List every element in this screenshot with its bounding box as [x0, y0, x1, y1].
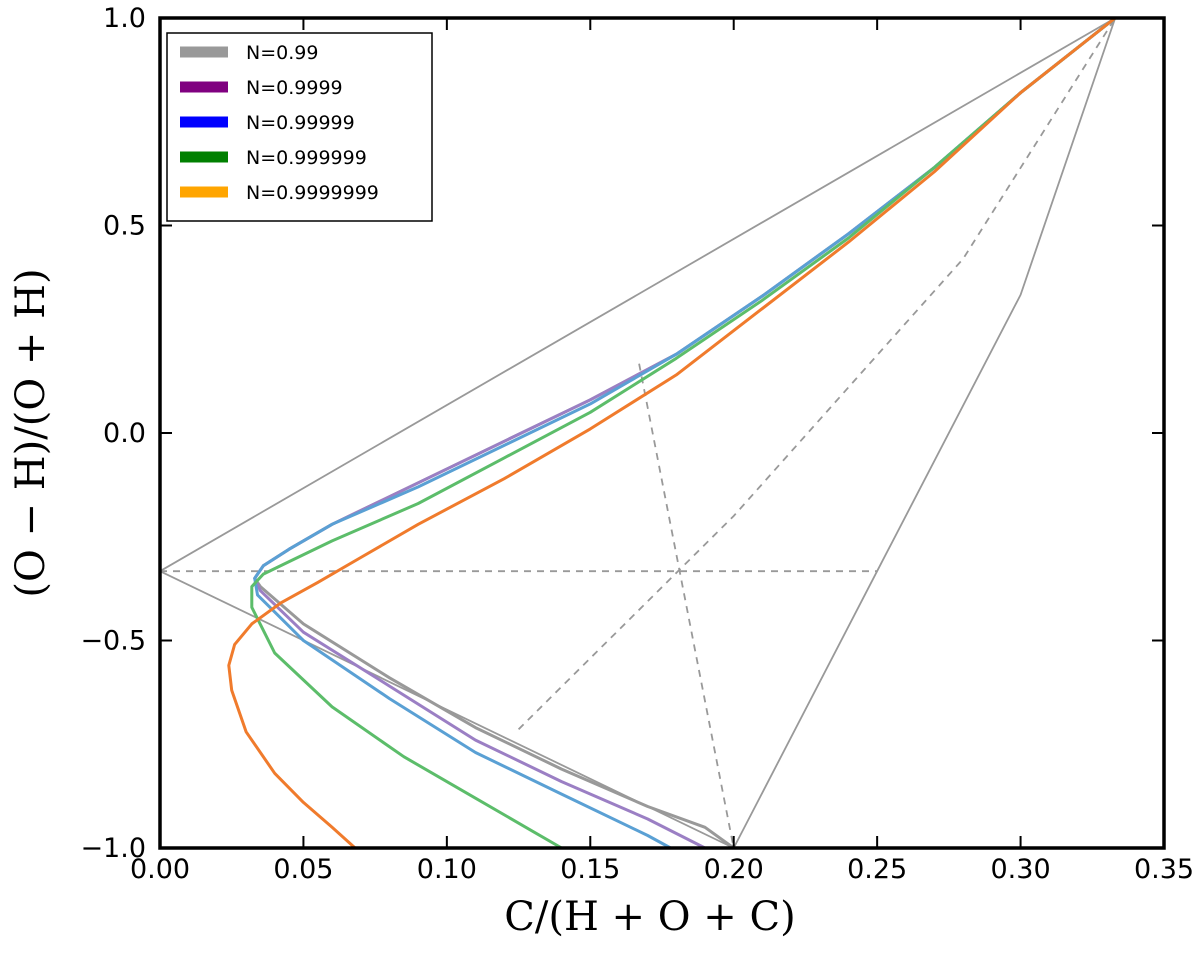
series-line-2	[253, 16, 1117, 850]
data-series	[227, 16, 1117, 850]
legend-label: N=0.999999	[246, 147, 367, 169]
x-tick-label: 0.30	[991, 854, 1051, 885]
x-axis-label: C/(H + O + C)	[504, 894, 795, 940]
y-tick-label: 1.0	[103, 3, 146, 34]
y-tick-label: 0.0	[103, 418, 146, 449]
legend: N=0.99 N=0.9999 N=0.99999 N=0.999999 N=0.999…	[166, 32, 433, 222]
legend-label: N=0.99999	[246, 112, 355, 134]
y-axis-ticks: 1.0 0.5 0.0 −0.5 −1.0	[80, 3, 1164, 864]
legend-label: N=0.9999999	[246, 182, 379, 204]
y-tick-label: −0.5	[80, 626, 146, 657]
reference-line-2	[732, 17, 1117, 849]
x-tick-label: 0.25	[847, 854, 907, 885]
x-tick-label: 0.35	[1134, 854, 1194, 885]
series-line-4	[227, 16, 1117, 850]
x-tick-label: 0.15	[560, 854, 620, 885]
reference-line-0	[159, 17, 1116, 572]
x-tick-label: 0.00	[130, 854, 190, 885]
legend-label: N=0.99	[246, 42, 318, 64]
y-axis-label: (O − H)/(O + H)	[8, 268, 54, 597]
x-tick-label: 0.05	[273, 854, 333, 885]
series-line-3	[250, 16, 1117, 850]
legend-label: N=0.9999	[246, 77, 343, 99]
y-tick-label: −1.0	[80, 833, 146, 864]
x-tick-label: 0.20	[704, 854, 764, 885]
reference-line-5	[638, 363, 735, 849]
y-tick-label: 0.5	[103, 211, 146, 242]
x-tick-label: 0.10	[417, 854, 477, 885]
x-axis-ticks: 0.00 0.05 0.10 0.15 0.20 0.25 0.30 0.35	[130, 18, 1194, 885]
